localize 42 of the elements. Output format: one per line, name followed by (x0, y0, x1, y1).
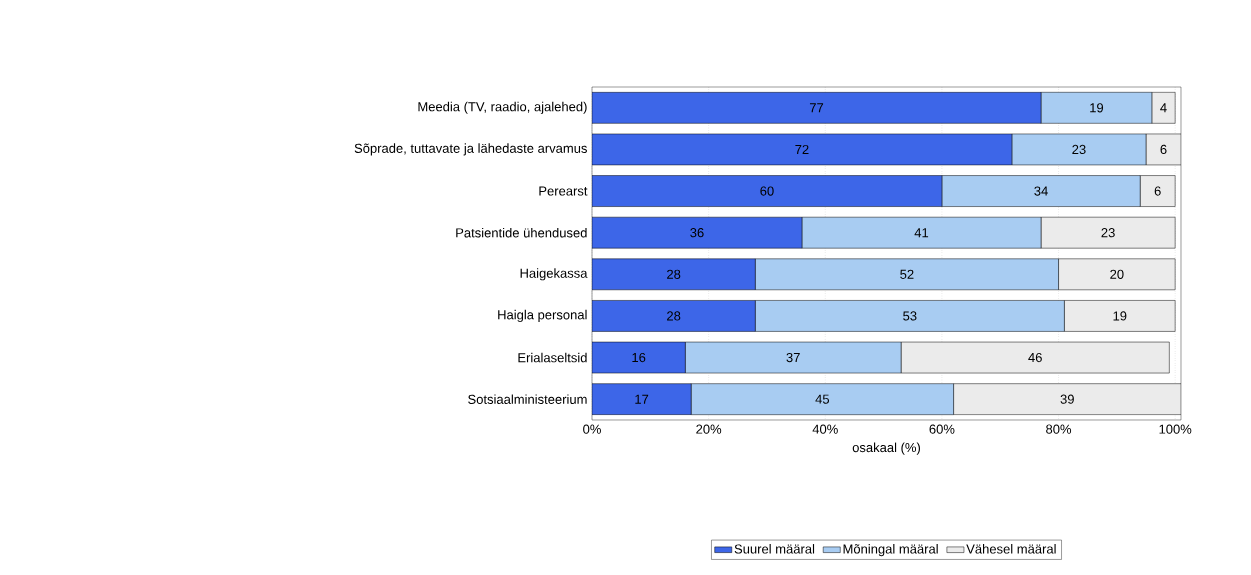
y-tick-label: Haigla personal (498, 309, 587, 322)
y-tick-label: Sotsiaalministeerium (468, 394, 587, 404)
data-label: 36 (690, 228, 704, 238)
x-tick-label: 100% (1159, 424, 1192, 434)
y-tick-label: Patsientide ühendused (456, 227, 587, 238)
y-tick-label: Erialaseltsid (518, 352, 587, 363)
y-tick-label: Haigekassa (520, 268, 588, 281)
data-label: 45 (815, 394, 830, 404)
data-label: 41 (914, 228, 929, 238)
data-label: 19 (1113, 311, 1127, 321)
x-tick-label: 20% (696, 424, 722, 434)
data-label: 6 (1160, 144, 1167, 155)
y-tick-label: Perearst (539, 186, 588, 196)
legend-label: Vähesel määral (966, 544, 1056, 554)
data-label: 6 (1154, 186, 1161, 196)
data-label: 72 (795, 144, 809, 154)
y-tick-label: Meedia (TV, raadio, ajalehed) (418, 101, 587, 114)
data-label: 20 (1110, 269, 1124, 279)
data-label: 77 (809, 103, 824, 113)
data-label: 53 (903, 311, 917, 321)
data-label: 28 (667, 311, 681, 321)
legend-label: Mõningal määral (843, 544, 938, 557)
x-axis-title: osakaal (%) (852, 442, 920, 455)
x-tick-label: 40% (812, 424, 838, 434)
y-tick-label: Sõprade, tuttavate ja lähedaste arvamus (354, 143, 587, 156)
data-label: 39 (1060, 394, 1074, 404)
data-label: 23 (1072, 144, 1086, 155)
data-label: 16 (632, 352, 646, 363)
x-tick-label: 0% (583, 424, 601, 434)
x-tick-label: 80% (1046, 424, 1072, 434)
data-label: 34 (1034, 186, 1048, 196)
data-label: 52 (900, 269, 914, 279)
data-label: 4 (1160, 103, 1167, 113)
data-label: 46 (1028, 352, 1042, 363)
data-label: 19 (1090, 103, 1104, 113)
legend-label: Suurel määral (734, 544, 815, 554)
data-label: 23 (1101, 228, 1115, 238)
data-label: 37 (786, 352, 800, 363)
data-label: 17 (635, 394, 649, 404)
x-tick-label: 60% (929, 424, 955, 434)
data-label: 28 (667, 269, 681, 279)
data-label: 60 (760, 186, 774, 196)
